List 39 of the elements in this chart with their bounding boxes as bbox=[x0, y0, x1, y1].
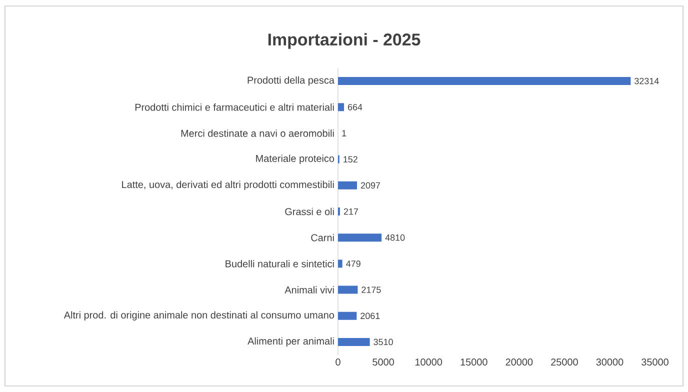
bar bbox=[338, 234, 382, 242]
x-tick-label: 30000 bbox=[596, 358, 624, 366]
y-tick-label: Materiale proteico bbox=[256, 154, 334, 164]
x-tick-label: 20000 bbox=[506, 358, 533, 366]
bar bbox=[338, 181, 357, 190]
data-label: 152 bbox=[344, 156, 358, 162]
y-tick-label: Carni bbox=[311, 234, 334, 242]
bar bbox=[338, 286, 358, 294]
data-label: 2097 bbox=[360, 182, 380, 189]
data-label: 2175 bbox=[362, 286, 381, 293]
data-label: 217 bbox=[344, 208, 358, 215]
y-tick-label: Prodotti chimici e farmaceutici e altri materiali bbox=[135, 103, 334, 111]
x-tick-label: 0 bbox=[336, 358, 340, 366]
y-tick-label: Altri prod. di origine animale non destinati al consumo umano bbox=[64, 311, 334, 321]
x-tick-label: 25000 bbox=[551, 358, 578, 366]
y-tick-label: Prodotti della pesca bbox=[248, 76, 334, 86]
data-label: 1 bbox=[342, 130, 346, 136]
data-label: 664 bbox=[348, 104, 362, 110]
y-tick-label: Budelli naturali e sintetici bbox=[226, 260, 334, 268]
data-label: 479 bbox=[346, 260, 360, 267]
y-tick-label: Grassi e oli bbox=[285, 208, 334, 216]
bar bbox=[338, 338, 370, 346]
bar bbox=[338, 260, 342, 268]
x-tick-label: 15000 bbox=[460, 358, 488, 366]
data-label: 3510 bbox=[374, 338, 393, 346]
data-label: 4810 bbox=[385, 234, 405, 241]
x-tick-label: 35000 bbox=[642, 358, 668, 366]
bar bbox=[338, 77, 631, 86]
chart-title: Importazioni - 2025 bbox=[268, 33, 420, 49]
x-tick-label: 5000 bbox=[372, 358, 394, 366]
y-tick-label: Latte, uova, derivati ed altri prodotti commestibili bbox=[122, 180, 334, 190]
data-label: 2061 bbox=[360, 312, 380, 320]
y-tick-label: Merci destinate a navi o aeromobili bbox=[181, 130, 334, 137]
bar bbox=[338, 103, 344, 112]
y-tick-label: Animali vivi bbox=[284, 286, 334, 294]
y-tick-label: Alimenti per animali bbox=[248, 337, 334, 347]
x-tick-label: 10000 bbox=[415, 358, 442, 366]
bar bbox=[338, 312, 357, 320]
data-label: 32314 bbox=[634, 78, 659, 84]
